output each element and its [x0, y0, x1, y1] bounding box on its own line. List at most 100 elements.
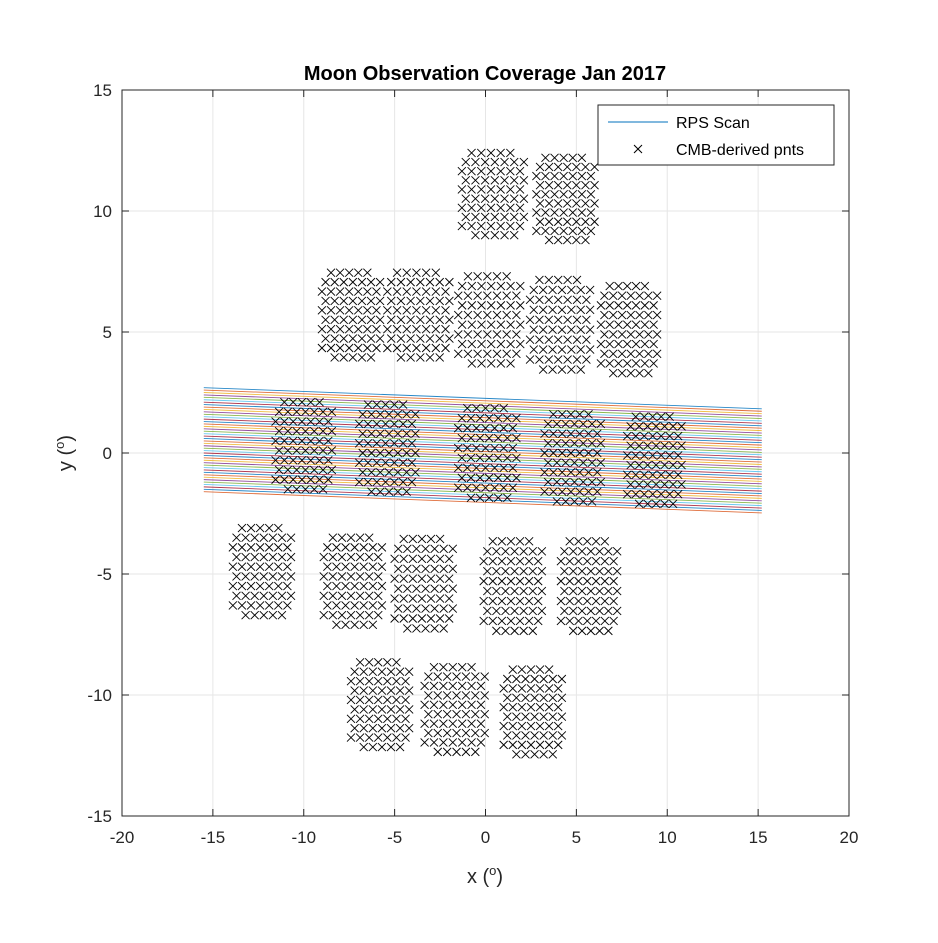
cmb-point-stroke: [467, 719, 476, 728]
cmb-point-stroke: [280, 417, 289, 426]
cmb-point: [368, 601, 378, 610]
cmb-point: [519, 176, 529, 185]
cmb-point: [574, 576, 583, 586]
cmb-point-stroke: [515, 221, 525, 231]
cmb-point-stroke: [635, 368, 644, 378]
cmb-point: [353, 268, 363, 278]
cmb-point-stroke: [535, 180, 545, 190]
cmb-point: [591, 596, 601, 606]
cmb-point: [488, 596, 498, 606]
cmb-point-stroke: [538, 305, 548, 315]
cmb-point: [612, 606, 622, 616]
cmb-point-stroke: [544, 315, 554, 325]
rps-scan-line: [203, 435, 762, 458]
cmb-point: [228, 562, 238, 572]
cmb-point: [337, 572, 347, 581]
cmb-point-stroke: [557, 345, 567, 354]
cmb-point: [560, 566, 569, 576]
cmb-point: [587, 439, 597, 448]
cmb-point: [544, 162, 554, 172]
cmb-point: [476, 681, 486, 691]
cmb-point: [421, 544, 430, 554]
cmb-point: [384, 448, 394, 458]
cmb-point-stroke: [575, 448, 585, 458]
cmb-point-stroke: [412, 306, 421, 315]
cmb-point: [502, 413, 512, 423]
cmb-point-stroke: [548, 712, 558, 721]
cmb-point-stroke: [480, 194, 490, 203]
cmb-point-stroke: [509, 212, 519, 222]
cmb-point-stroke: [286, 591, 296, 601]
cmb-point-stroke: [600, 349, 609, 359]
cmb-point-stroke: [463, 291, 473, 301]
cmb-point: [429, 700, 439, 710]
cmb-point-stroke: [584, 448, 593, 458]
cmb-point: [467, 738, 476, 747]
cmb-point-stroke: [353, 268, 363, 278]
cmb-point: [563, 315, 572, 325]
cmb-point: [433, 728, 443, 738]
cmb-point-stroke: [544, 199, 554, 208]
cmb-point: [622, 359, 632, 368]
cmb-point: [390, 574, 399, 584]
cmb-point-stroke: [321, 334, 330, 343]
cmb-cluster: [420, 662, 490, 757]
cmb-point-stroke: [407, 419, 417, 429]
cmb-point-stroke: [476, 148, 486, 158]
cmb-point: [512, 674, 521, 684]
cmb-point: [496, 221, 505, 231]
cmb-point: [644, 310, 653, 320]
cmb-point: [241, 610, 250, 620]
cmb-point-stroke: [639, 412, 649, 422]
cmb-point: [475, 473, 485, 483]
cmb-point-stroke: [578, 497, 588, 506]
cmb-point-stroke: [237, 581, 247, 591]
cmb-point: [553, 684, 563, 693]
cmb-point: [639, 489, 649, 499]
cmb-point-stroke: [535, 721, 545, 731]
cmb-point: [364, 733, 374, 742]
cmb-point: [375, 487, 385, 497]
cmb-point-stroke: [568, 606, 578, 616]
cmb-point: [393, 468, 403, 477]
cmb-point: [476, 719, 486, 728]
cmb-point: [556, 596, 566, 606]
cmb-point: [543, 477, 553, 487]
cmb-point-stroke: [467, 166, 476, 176]
cmb-point: [570, 477, 579, 487]
cmb-point-stroke: [373, 610, 383, 620]
cmb-point-stroke: [457, 203, 467, 213]
cmb-point-stroke: [480, 709, 490, 719]
cmb-point: [502, 310, 512, 320]
cmb-point-stroke: [557, 674, 567, 684]
cmb-point: [586, 226, 596, 236]
cmb-point: [502, 712, 512, 721]
cmb-point: [273, 562, 283, 572]
cmb-point-stroke: [457, 700, 467, 710]
cmb-point-stroke: [567, 325, 576, 335]
cmb-point-stroke: [373, 572, 383, 581]
cmb-point-stroke: [366, 353, 376, 362]
cmb-point-stroke: [656, 470, 666, 480]
cmb-point: [496, 339, 506, 349]
cmb-point: [439, 584, 449, 593]
cmb-point: [398, 439, 408, 448]
cmb-point-stroke: [341, 562, 350, 572]
cmb-point-stroke: [600, 596, 610, 606]
cmb-point-stroke: [509, 194, 519, 203]
cmb-point-stroke: [635, 349, 644, 359]
cmb-point-stroke: [330, 334, 339, 343]
cmb-point: [605, 359, 615, 368]
cmb-point: [557, 712, 567, 721]
cmb-point-stroke: [448, 700, 458, 710]
cmb-point: [412, 564, 421, 574]
cmb-point: [406, 277, 415, 287]
cmb-point: [532, 171, 541, 181]
cmb-point-stroke: [283, 484, 293, 494]
cmb-point: [286, 533, 296, 543]
cmb-point-stroke: [306, 417, 316, 426]
cmb-point: [471, 230, 480, 240]
cmb-point: [562, 180, 572, 190]
cmb-point: [563, 275, 572, 285]
cmb-point: [355, 658, 365, 667]
